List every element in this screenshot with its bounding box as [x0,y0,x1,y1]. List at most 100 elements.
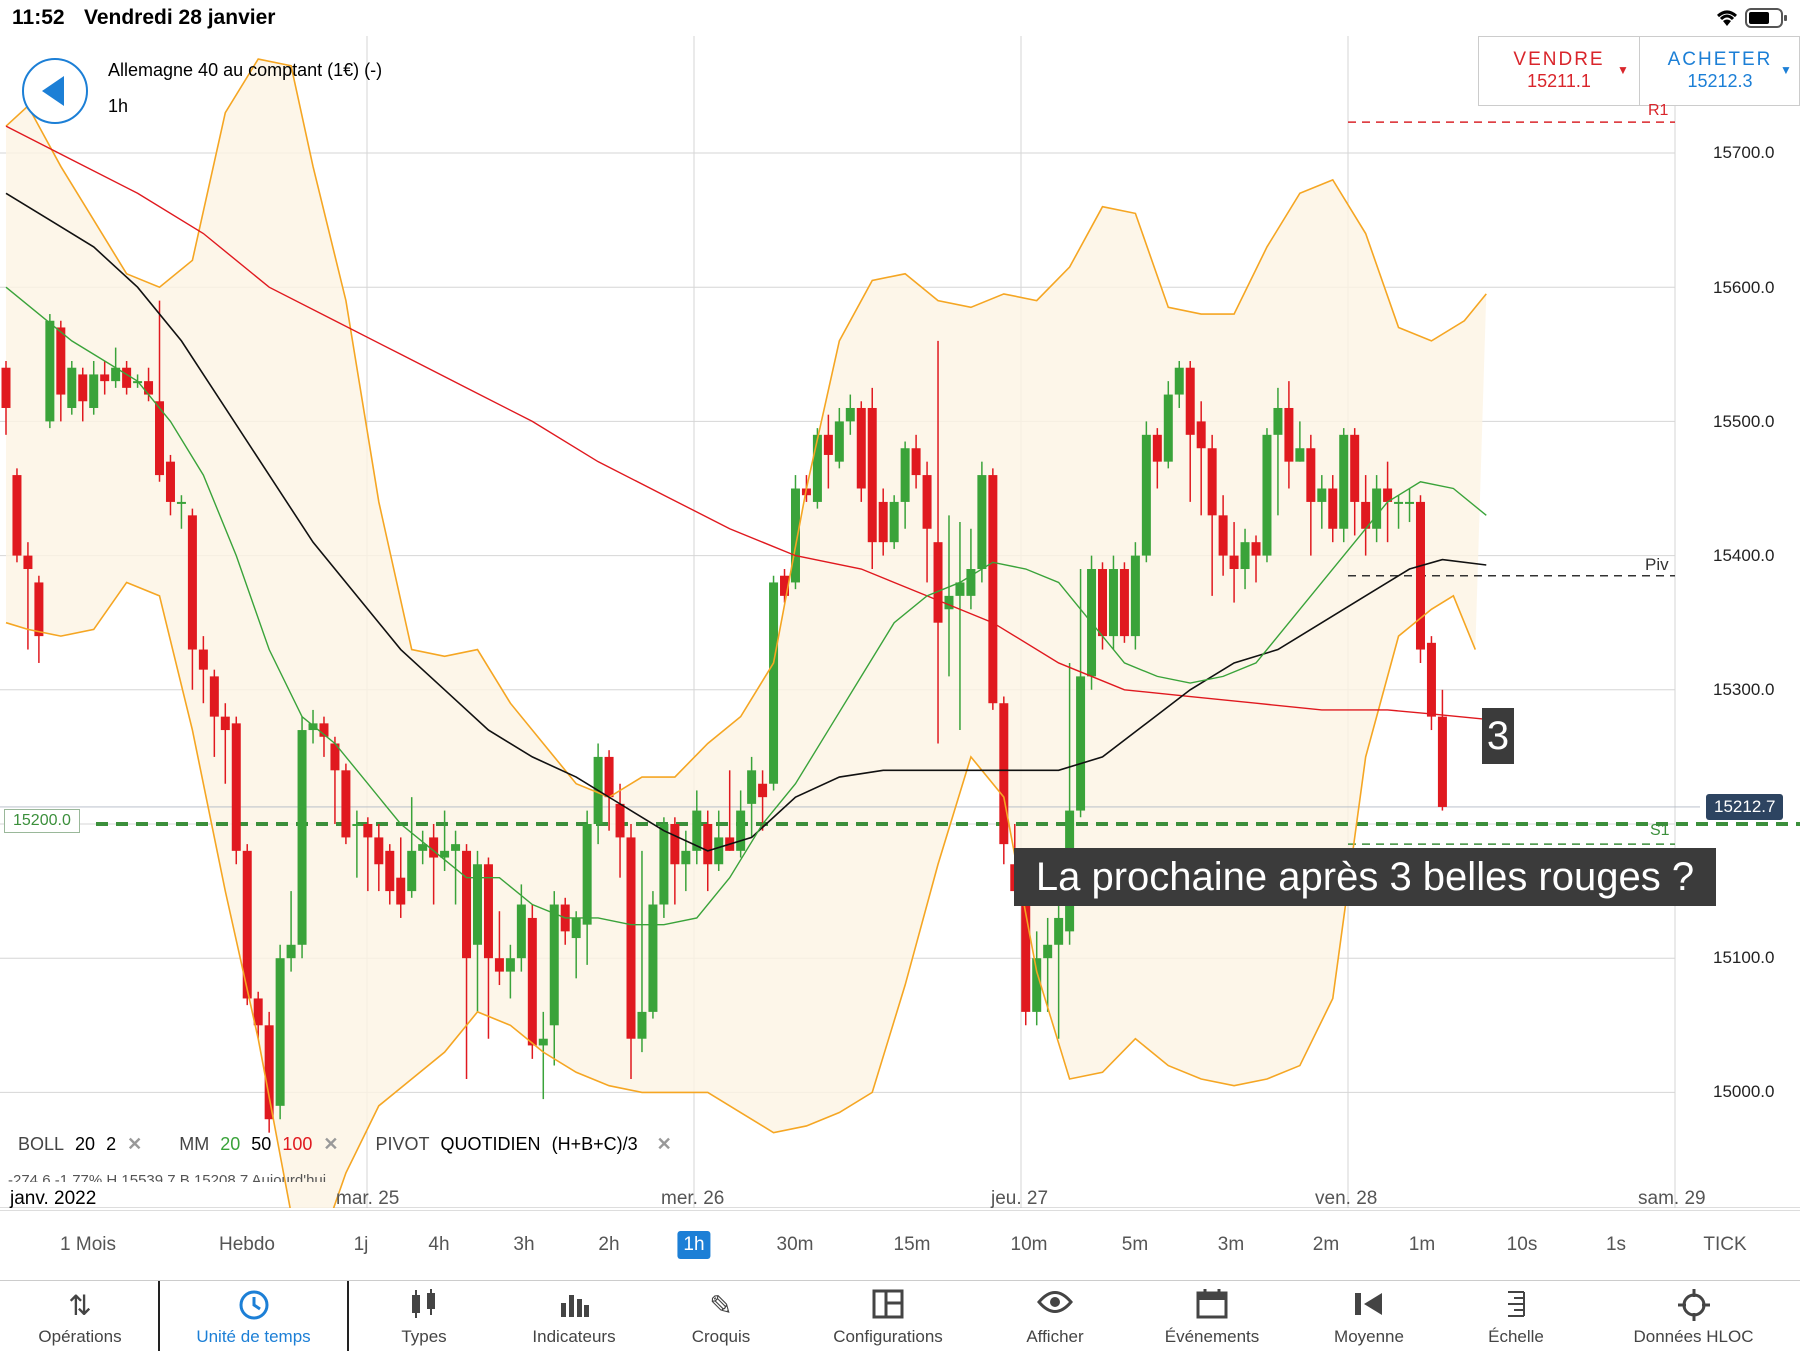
candle-body [440,850,450,858]
sell-label: VENDRE [1513,49,1605,70]
timeframe-1s[interactable]: 1s [1605,1234,1627,1255]
buy-dropdown-icon[interactable]: ▼ [1780,63,1792,77]
instrument-title: Allemagne 40 au comptant (1€) (-) [108,60,383,80]
horizontal-line-badge[interactable]: 15200.0 [4,809,80,833]
tool-indicateurs[interactable]: Indicateurs [499,1281,649,1351]
sell-price: 15211.1 [1527,71,1591,91]
tool-moyenne[interactable]: Moyenne [1297,1281,1441,1351]
timeframe-tick[interactable]: TICK [1703,1234,1747,1255]
candle-body [165,461,175,502]
back-arrow-icon [42,76,64,106]
timeframe-3m[interactable]: 3m [1217,1234,1245,1255]
candle-body [483,864,493,959]
timeframe-5m[interactable]: 5m [1121,1234,1149,1255]
sell-button[interactable]: VENDRE 15211.1 ▼ [1479,37,1639,105]
tool-evenements[interactable]: Événements [1127,1281,1297,1351]
candle-body [648,904,658,1012]
tool-echelle[interactable]: Échelle [1441,1281,1591,1351]
candle-body [703,824,713,865]
candle-body [1218,515,1228,556]
candle-body [1251,542,1261,556]
question-annotation[interactable]: La prochaine après 3 belles rouges ? [1014,848,1716,906]
candle-body [1032,958,1042,1012]
timeframe-1j[interactable]: 1j [353,1234,369,1255]
candle-body [308,723,318,731]
tool-label: Échelle [1488,1327,1544,1346]
candle-body [385,850,395,892]
candle-body [1152,434,1162,462]
candle-body [1076,676,1086,811]
candle-body [198,649,208,670]
timeframe-2h[interactable]: 2h [598,1234,620,1255]
timeframe-10m[interactable]: 10m [1010,1234,1048,1255]
candle-body [264,1025,274,1120]
tool-croquis[interactable]: ✎ Croquis [649,1281,793,1351]
tool-label: Événements [1164,1327,1260,1346]
candle-body [1098,569,1107,637]
count-annotation[interactable]: 3 [1482,708,1514,764]
candle-body [681,850,691,865]
candle-body [144,381,154,395]
chart-area[interactable]: Allemagne 40 au comptant (1€) (-) 1h VEN… [0,36,1800,1208]
tool-operations[interactable]: ⇅ Opérations [0,1281,160,1351]
trade-panel: VENDRE 15211.1 ▼ ACHETER 15212.3 ▼ [1478,36,1800,106]
candle-body [494,958,504,972]
tool-donnees-hloc[interactable]: Données HLOC [1591,1281,1796,1351]
candle-body [209,676,219,717]
clock-icon [238,1289,270,1328]
candle-body [330,743,340,771]
buy-button[interactable]: ACHETER 15212.3 ▼ [1640,37,1800,105]
back-button[interactable] [22,58,88,124]
candle-body [34,582,44,637]
date-label: ven. 28 [1315,1188,1378,1209]
remove-mm-icon[interactable]: ✕ [323,1134,339,1154]
timeframe-hebdo[interactable]: Hebdo [219,1234,275,1255]
candle-body [812,434,822,502]
tool-configurations[interactable]: Configurations [793,1281,983,1351]
candle-body [111,367,121,382]
timeframe-10s[interactable]: 10s [1506,1234,1538,1255]
candle-body [67,367,77,408]
boll-param: 20 [75,1134,96,1154]
timeframe-2m[interactable]: 2m [1312,1234,1340,1255]
boll-name[interactable]: BOLL [18,1134,65,1154]
tool-unite-de-temps[interactable]: Unité de temps [160,1281,347,1351]
indicator-values-row: -274.6 -1.77% H 15539.7 B 15208.7 Aujour… [8,1172,327,1182]
price-tick: 15300.0 [1713,680,1775,699]
candle-body [56,327,66,395]
remove-pivot-icon[interactable]: ✕ [656,1134,672,1154]
pivot-r1-label: R1 [1648,102,1669,119]
timeframe-1-mois[interactable]: 1 Mois [60,1234,116,1255]
tool-types[interactable]: Types [349,1281,499,1351]
candle-body [922,475,932,529]
candle-body [1372,488,1382,529]
candle-body [769,582,779,784]
timeframe-30m[interactable]: 30m [776,1234,814,1255]
candle-body [1130,555,1140,637]
timeframe-15m[interactable]: 15m [893,1234,931,1255]
timeframe-4h[interactable]: 4h [428,1234,450,1255]
timeframe-3h[interactable]: 3h [513,1234,535,1255]
candle-body [1119,569,1129,637]
candle-body [615,803,625,838]
candle-body [100,374,110,382]
candle-body [122,367,132,388]
calendar-icon [1196,1289,1228,1326]
pivot-name[interactable]: PIVOT [375,1134,430,1154]
pivot-s1-label: S1 [1650,822,1670,839]
timeframe-1h[interactable]: 1h [677,1231,711,1259]
price-tick: 15000.0 [1713,1082,1775,1101]
mm-name[interactable]: MM [179,1134,210,1154]
trade-divider [1639,37,1640,105]
candle-body [736,810,746,851]
candle-body [1350,434,1360,502]
candle-body [659,824,669,905]
candle-body [714,837,724,865]
sell-dropdown-icon[interactable]: ▼ [1617,63,1629,77]
current-price-badge: 15212.7 [1706,794,1784,820]
price-chart[interactable] [0,36,1800,1208]
candle-body [319,723,329,737]
remove-boll-icon[interactable]: ✕ [127,1134,143,1154]
timeframe-1m[interactable]: 1m [1408,1234,1436,1255]
tool-afficher[interactable]: Afficher [983,1281,1127,1351]
